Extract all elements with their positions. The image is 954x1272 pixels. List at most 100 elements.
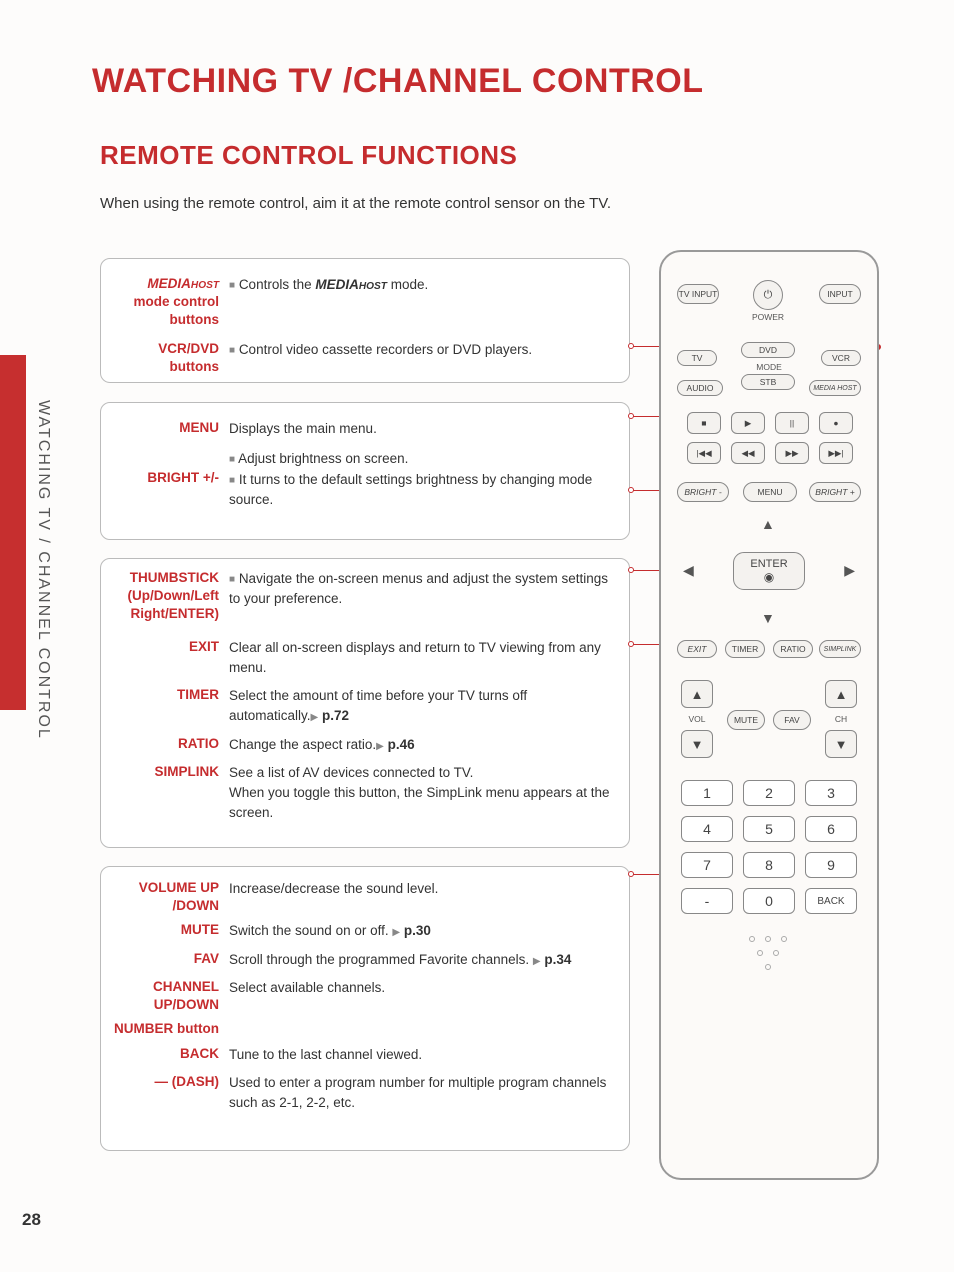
bright-minus-button[interactable]: BRIGHT - (677, 482, 729, 502)
function-group-4: VOLUME UP/DOWN Increase/decrease the sou… (100, 866, 630, 1151)
dvd-mode-button[interactable]: DVD (741, 342, 795, 358)
mediahost-mode-button[interactable]: MEDIA HOST (809, 380, 861, 396)
label-ratio: RATIO (111, 735, 229, 755)
mode-label: MODE (751, 362, 787, 372)
input-button[interactable]: INPUT (819, 284, 861, 304)
desc-mute: Switch the sound on or off. ▶ p.30 (229, 921, 615, 941)
simplink-button[interactable]: SIMPLINK (819, 640, 861, 658)
leader-dot (628, 641, 634, 647)
nav-left-icon[interactable]: ◀ (683, 562, 694, 579)
tv-mode-button[interactable]: TV (677, 350, 717, 366)
label-menu: MENU (111, 419, 229, 439)
label-channel: CHANNELUP/DOWN (111, 978, 229, 1014)
vol-down-button[interactable]: ▼ (681, 730, 713, 758)
rewind-button[interactable]: ◀◀ (731, 442, 765, 464)
desc-ratio: Change the aspect ratio.▶ p.46 (229, 735, 615, 755)
desc-back: Tune to the last channel viewed. (229, 1045, 615, 1065)
desc-timer: Select the amount of time before your TV… (229, 686, 615, 727)
dot-icon (757, 950, 763, 956)
stb-mode-button[interactable]: STB (741, 374, 795, 390)
next-button[interactable]: ▶▶| (819, 442, 853, 464)
dot-icon (773, 950, 779, 956)
nav-up-icon[interactable]: ▲ (761, 516, 775, 532)
desc-simplink: See a list of AV devices connected to TV… (229, 763, 615, 824)
dash-button[interactable]: - (681, 888, 733, 914)
num-1-button[interactable]: 1 (681, 780, 733, 806)
label-mediahost: MEDIAHOST mode control buttons (111, 275, 229, 330)
prev-button[interactable]: |◀◀ (687, 442, 721, 464)
fav-button[interactable]: FAV (773, 710, 811, 730)
num-2-button[interactable]: 2 (743, 780, 795, 806)
ff-button[interactable]: ▶▶ (775, 442, 809, 464)
label-volume: VOLUME UP/DOWN (111, 879, 229, 915)
remote-control: TV INPUT ⏻ POWER INPUT DVD TV VCR MODE S… (659, 250, 879, 1180)
ratio-button[interactable]: RATIO (773, 640, 813, 658)
power-label: POWER (749, 312, 787, 322)
page-title: WATCHING TV /CHANNEL CONTROL (92, 62, 704, 101)
desc-number (229, 1020, 615, 1038)
enter-button[interactable]: ENTER ◉ (733, 552, 805, 590)
intro-text: When using the remote control, aim it at… (100, 195, 611, 212)
tv-input-button[interactable]: TV INPUT (677, 284, 719, 304)
label-mute: MUTE (111, 921, 229, 941)
num-0-button[interactable]: 0 (743, 888, 795, 914)
desc-mediahost: ■ Controls the MEDIAHOST mode. (229, 275, 615, 330)
num-9-button[interactable]: 9 (805, 852, 857, 878)
leader-dot (628, 871, 634, 877)
label-vcrdvd: VCR/DVD buttons (111, 340, 229, 376)
vol-up-button[interactable]: ▲ (681, 680, 713, 708)
leader-dot (628, 487, 634, 493)
page-number: 28 (22, 1210, 41, 1230)
ch-up-button[interactable]: ▲ (825, 680, 857, 708)
label-thumbstick: THUMBSTICK(Up/Down/LeftRight/ENTER) (111, 569, 229, 624)
bright-plus-button[interactable]: BRIGHT + (809, 482, 861, 502)
label-number: NUMBER button (111, 1020, 229, 1038)
leader-dot (628, 343, 634, 349)
num-7-button[interactable]: 7 (681, 852, 733, 878)
desc-fav: Scroll through the programmed Favorite c… (229, 950, 615, 970)
desc-bright: ■ Adjust brightness on screen. ■ It turn… (229, 449, 615, 510)
section-title: REMOTE CONTROL FUNCTIONS (100, 140, 517, 171)
desc-dash: Used to enter a program number for multi… (229, 1073, 615, 1114)
function-group-2: MENU Displays the main menu. BRIGHT +/- … (100, 402, 630, 540)
exit-button[interactable]: EXIT (677, 640, 717, 658)
stop-button[interactable]: ■ (687, 412, 721, 434)
dot-icon (781, 936, 787, 942)
num-4-button[interactable]: 4 (681, 816, 733, 842)
play-button[interactable]: ▶ (731, 412, 765, 434)
nav-down-icon[interactable]: ▼ (761, 610, 775, 626)
mute-button[interactable]: MUTE (727, 710, 765, 730)
label-exit: EXIT (111, 638, 229, 679)
label-back: BACK (111, 1045, 229, 1065)
dot-icon (765, 964, 771, 970)
label-timer: TIMER (111, 686, 229, 727)
label-bright: BRIGHT +/- (111, 449, 229, 510)
desc-exit: Clear all on-screen displays and return … (229, 638, 615, 679)
power-button[interactable]: ⏻ (753, 280, 783, 310)
num-6-button[interactable]: 6 (805, 816, 857, 842)
back-button[interactable]: BACK (805, 888, 857, 914)
pause-button[interactable]: || (775, 412, 809, 434)
num-3-button[interactable]: 3 (805, 780, 857, 806)
audio-mode-button[interactable]: AUDIO (677, 380, 723, 396)
dot-icon (765, 936, 771, 942)
desc-channel: Select available channels. (229, 978, 615, 1014)
leader-dot (628, 567, 634, 573)
label-simplink: SIMPLINK (111, 763, 229, 824)
menu-button[interactable]: MENU (743, 482, 797, 502)
timer-button[interactable]: TIMER (725, 640, 765, 658)
num-5-button[interactable]: 5 (743, 816, 795, 842)
nav-right-icon[interactable]: ▶ (844, 562, 855, 579)
ch-down-button[interactable]: ▼ (825, 730, 857, 758)
record-button[interactable]: ● (819, 412, 853, 434)
desc-thumbstick: ■ Navigate the on-screen menus and adjus… (229, 569, 615, 624)
leader-dot (628, 413, 634, 419)
label-fav: FAV (111, 950, 229, 970)
dot-icon (749, 936, 755, 942)
ch-label: CH (829, 714, 853, 724)
desc-menu: Displays the main menu. (229, 419, 615, 439)
side-tab (0, 355, 26, 710)
function-group-1: MEDIAHOST mode control buttons ■ Control… (100, 258, 630, 383)
vcr-mode-button[interactable]: VCR (821, 350, 861, 366)
num-8-button[interactable]: 8 (743, 852, 795, 878)
